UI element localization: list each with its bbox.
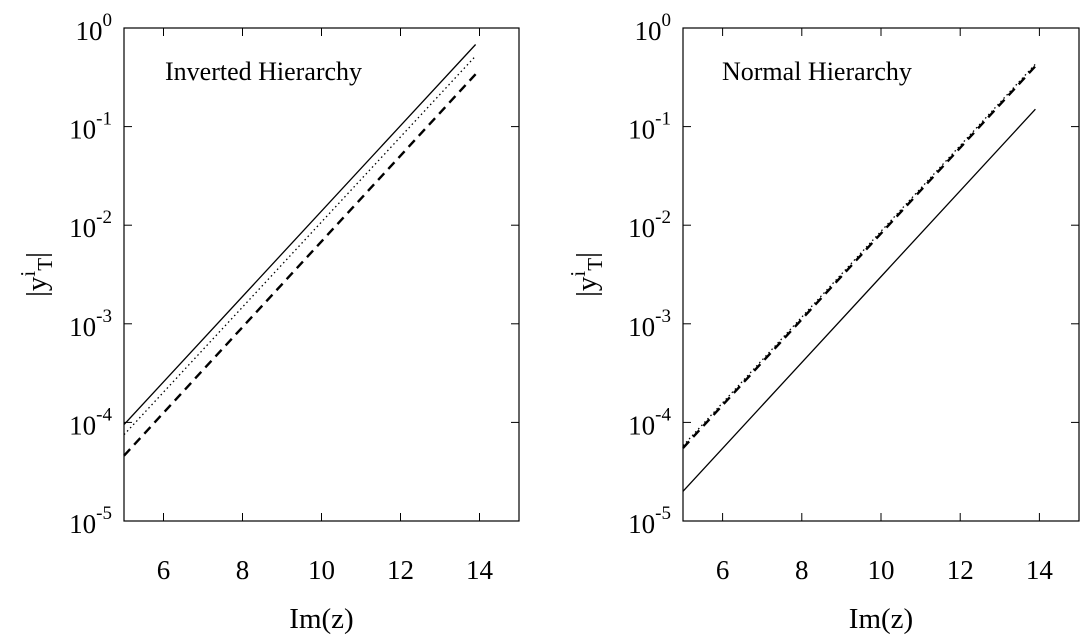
- series-line-solid: [682, 108, 1036, 492]
- y-axis-label: |yiT|: [16, 252, 57, 297]
- panel-annotation: Normal Hierarchy: [722, 57, 912, 86]
- y-tick-label: 10-2: [628, 207, 671, 243]
- x-tick-label: 12: [947, 555, 974, 585]
- x-tick-label: 8: [795, 555, 809, 585]
- x-tick-label: 12: [387, 555, 414, 585]
- y-tick-label: 10-1: [628, 109, 671, 145]
- y-tick-label: 10-3: [628, 306, 671, 342]
- panel-normal-hierarchy: 6 8 10 12 14 10-5 10-4 10-3 10-2 10-1 100 Im(z) |yiT…: [566, 10, 1080, 635]
- y-tick-label: 100: [635, 10, 672, 46]
- series-line-dashed: [123, 73, 477, 457]
- series-line-dotted: [123, 55, 477, 436]
- panel-annotation: Inverted Hierarchy: [165, 57, 362, 86]
- series-line-dotted: [682, 63, 1036, 447]
- y-tick-label: 10-1: [69, 109, 112, 145]
- series-line-solid: [123, 44, 477, 426]
- y-tick-label: 10-4: [628, 404, 671, 440]
- series-line-dashed: [682, 65, 1037, 449]
- panel-inverted-hierarchy: 6 8 10 12 14 10-5 10-4 10-3 10-2 10-1 100 Im(z) |yiT…: [16, 10, 520, 635]
- x-axis-label: Im(z): [289, 603, 353, 635]
- y-tick-label: 10-4: [69, 404, 112, 440]
- x-tick-label: 14: [466, 555, 494, 585]
- y-tick-label: 10-2: [69, 207, 112, 243]
- plot-frame: [123, 27, 520, 522]
- y-tick-label: 100: [76, 10, 113, 46]
- x-tick-label: 6: [716, 555, 730, 585]
- x-axis-label: Im(z): [849, 603, 913, 635]
- y-tick-label: 10-3: [69, 306, 112, 342]
- x-tick-label: 14: [1026, 555, 1054, 585]
- y-tick-label: 10-5: [628, 503, 671, 539]
- y-axis-label: |yiT|: [566, 252, 607, 297]
- x-tick-label: 10: [308, 555, 335, 585]
- x-tick-label: 10: [868, 555, 895, 585]
- x-tick-label: 8: [236, 555, 250, 585]
- y-tick-label: 10-5: [69, 503, 112, 539]
- plot-frame: [682, 27, 1080, 522]
- x-tick-label: 6: [157, 555, 171, 585]
